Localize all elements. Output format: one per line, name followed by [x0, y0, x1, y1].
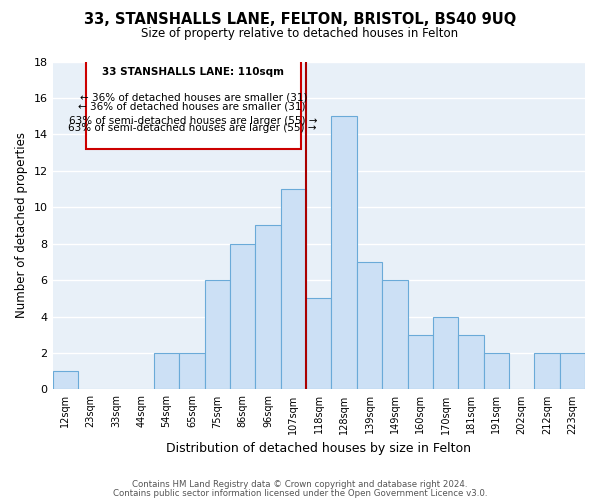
Text: 33 STANSHALLS LANE: 110sqm: 33 STANSHALLS LANE: 110sqm	[102, 67, 284, 77]
Text: 63% of semi-detached houses are larger (55) →: 63% of semi-detached houses are larger (…	[69, 116, 317, 126]
Text: 63% of semi-detached houses are larger (55) →: 63% of semi-detached houses are larger (…	[68, 124, 316, 134]
Bar	[306, 298, 331, 390]
Bar	[331, 116, 357, 390]
Text: ← 36% of detached houses are smaller (31): ← 36% of detached houses are smaller (31…	[80, 92, 307, 102]
Bar	[407, 335, 433, 390]
Text: 33, STANSHALLS LANE, FELTON, BRISTOL, BS40 9UQ: 33, STANSHALLS LANE, FELTON, BRISTOL, BS…	[84, 12, 516, 28]
Bar	[230, 244, 256, 390]
Bar	[484, 353, 509, 390]
Bar	[53, 371, 78, 390]
Bar	[281, 189, 306, 390]
Bar	[433, 316, 458, 390]
Bar	[382, 280, 407, 390]
Text: Contains public sector information licensed under the Open Government Licence v3: Contains public sector information licen…	[113, 488, 487, 498]
Bar	[205, 280, 230, 390]
Bar	[560, 353, 585, 390]
Text: Contains HM Land Registry data © Crown copyright and database right 2024.: Contains HM Land Registry data © Crown c…	[132, 480, 468, 489]
Bar	[357, 262, 382, 390]
Bar	[179, 353, 205, 390]
Text: ← 36% of detached houses are smaller (31): ← 36% of detached houses are smaller (31…	[78, 102, 306, 112]
FancyBboxPatch shape	[86, 58, 301, 149]
Y-axis label: Number of detached properties: Number of detached properties	[15, 132, 28, 318]
Bar	[154, 353, 179, 390]
Bar	[256, 226, 281, 390]
X-axis label: Distribution of detached houses by size in Felton: Distribution of detached houses by size …	[166, 442, 471, 455]
Text: Size of property relative to detached houses in Felton: Size of property relative to detached ho…	[142, 28, 458, 40]
Bar	[458, 335, 484, 390]
Bar	[534, 353, 560, 390]
